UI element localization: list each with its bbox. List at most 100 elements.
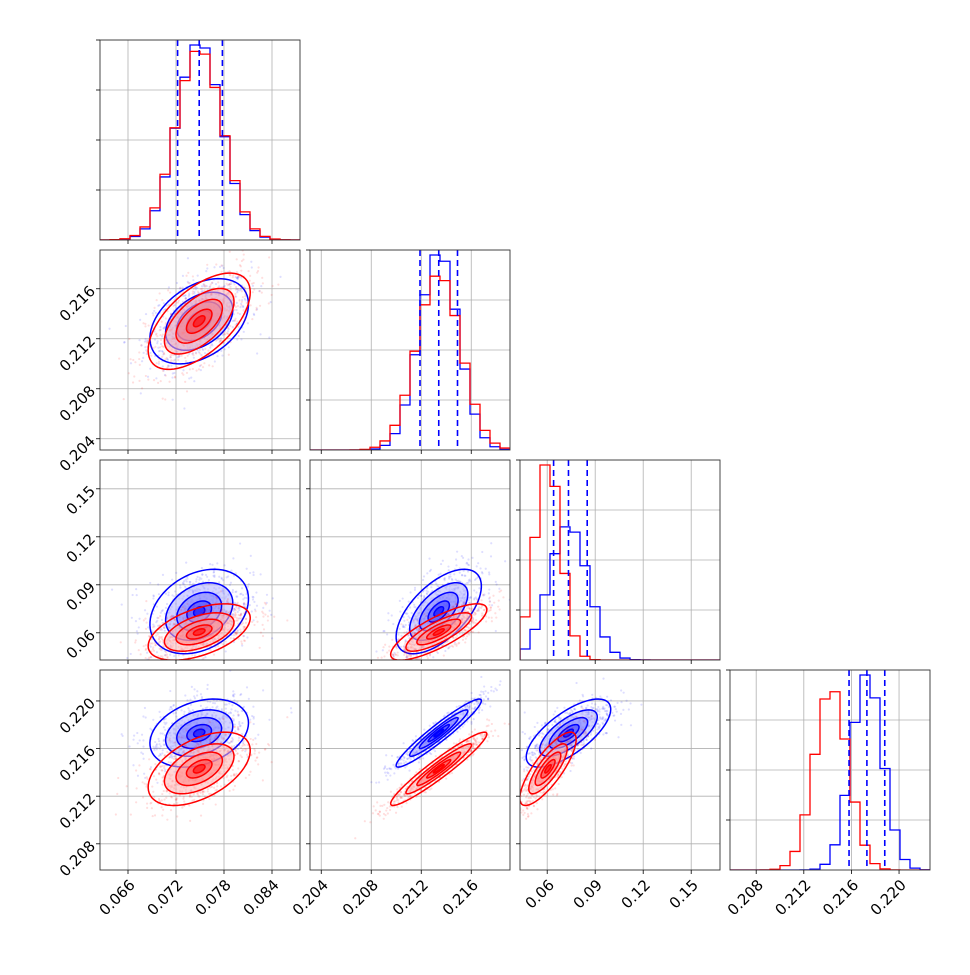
scatter-point (250, 555, 252, 557)
scatter-point (158, 363, 160, 365)
scatter-point (479, 567, 481, 569)
scatter-point (439, 616, 441, 618)
scatter-point (143, 352, 145, 354)
scatter-point (230, 570, 232, 572)
scatter-point (240, 338, 242, 340)
scatter-point (207, 700, 209, 702)
scatter-point (205, 270, 207, 272)
scatter-point (253, 288, 255, 290)
scatter-point (245, 317, 247, 319)
scatter-point (373, 667, 375, 669)
scatter-point (413, 619, 415, 621)
scatter-point (490, 555, 492, 557)
scatter-point (157, 617, 159, 619)
scatter-point (477, 562, 479, 564)
scatter-point (212, 702, 214, 704)
scatter-point (174, 619, 176, 621)
scatter-point (159, 346, 161, 348)
scatter-point (153, 307, 155, 309)
scatter-point (277, 284, 279, 286)
scatter-point (230, 708, 232, 710)
scatter-point (191, 686, 193, 688)
scatter-point (152, 594, 154, 596)
scatter-point (132, 764, 134, 766)
scatter-point (396, 647, 398, 649)
scatter-point (188, 377, 190, 379)
scatter-point (236, 302, 238, 304)
scatter-point (227, 341, 229, 343)
scatter-point (182, 671, 184, 673)
scatter-point (196, 690, 198, 692)
scatter-point (152, 314, 154, 316)
scatter-point (237, 748, 239, 750)
scatter-point (456, 580, 458, 582)
scatter-point (261, 292, 263, 294)
scatter-point (382, 649, 384, 651)
scatter-point (243, 331, 245, 333)
scatter-point (267, 619, 269, 621)
scatter-point (427, 622, 429, 624)
scatter-point (186, 300, 188, 302)
scatter-point (235, 318, 237, 320)
scatter-point (198, 579, 200, 581)
scatter-point (254, 737, 256, 739)
scatter-point (225, 640, 227, 642)
scatter-point (229, 283, 231, 285)
scatter-point (191, 654, 193, 656)
scatter-point (405, 624, 407, 626)
scatter-point (118, 357, 120, 359)
scatter-point (489, 596, 491, 598)
scatter-point (244, 295, 246, 297)
scatter-point (429, 654, 431, 656)
scatter-point (422, 662, 424, 664)
scatter-point (485, 620, 487, 622)
scatter-point (177, 359, 179, 361)
scatter-point (201, 574, 203, 576)
scatter-point (414, 589, 416, 591)
scatter-point (156, 335, 158, 337)
scatter-point (224, 330, 226, 332)
scatter-point (491, 604, 493, 606)
scatter-point (232, 274, 234, 276)
scatter-point (377, 667, 379, 669)
scatter-point (234, 591, 236, 593)
scatter-point (182, 583, 184, 585)
scatter-point (171, 681, 173, 683)
scatter-point (221, 600, 223, 602)
scatter-point (208, 583, 210, 585)
scatter-point (172, 399, 174, 401)
scatter-point (255, 307, 257, 309)
scatter-point (251, 610, 253, 612)
scatter-point (200, 364, 202, 366)
scatter-point (474, 608, 476, 610)
scatter-point (140, 344, 142, 346)
scatter-point (221, 609, 223, 611)
scatter-point (187, 257, 189, 259)
scatter-point (236, 258, 238, 260)
scatter-point (211, 281, 213, 283)
scatter-point (159, 753, 161, 755)
scatter-point (253, 314, 255, 316)
scatter-point (253, 624, 255, 626)
scatter-point (494, 612, 496, 614)
scatter-point (251, 621, 253, 623)
scatter-point (131, 617, 133, 619)
scatter-point (490, 607, 492, 609)
scatter-point (144, 338, 146, 340)
scatter-point (179, 287, 181, 289)
scatter-point (490, 542, 492, 544)
scatter-point (184, 607, 186, 609)
scatter-point (158, 644, 160, 646)
scatter-point (180, 292, 182, 294)
scatter-point (156, 666, 158, 668)
scatter-point (215, 283, 217, 285)
scatter-point (152, 719, 154, 721)
y-tick-label: 0.15 (63, 482, 99, 518)
scatter-point (141, 360, 143, 362)
scatter-point (403, 654, 405, 656)
scatter-point (226, 576, 228, 578)
scatter-point (159, 629, 161, 631)
scatter-point (435, 582, 437, 584)
scatter-point (159, 326, 161, 328)
scatter-point (183, 302, 185, 304)
